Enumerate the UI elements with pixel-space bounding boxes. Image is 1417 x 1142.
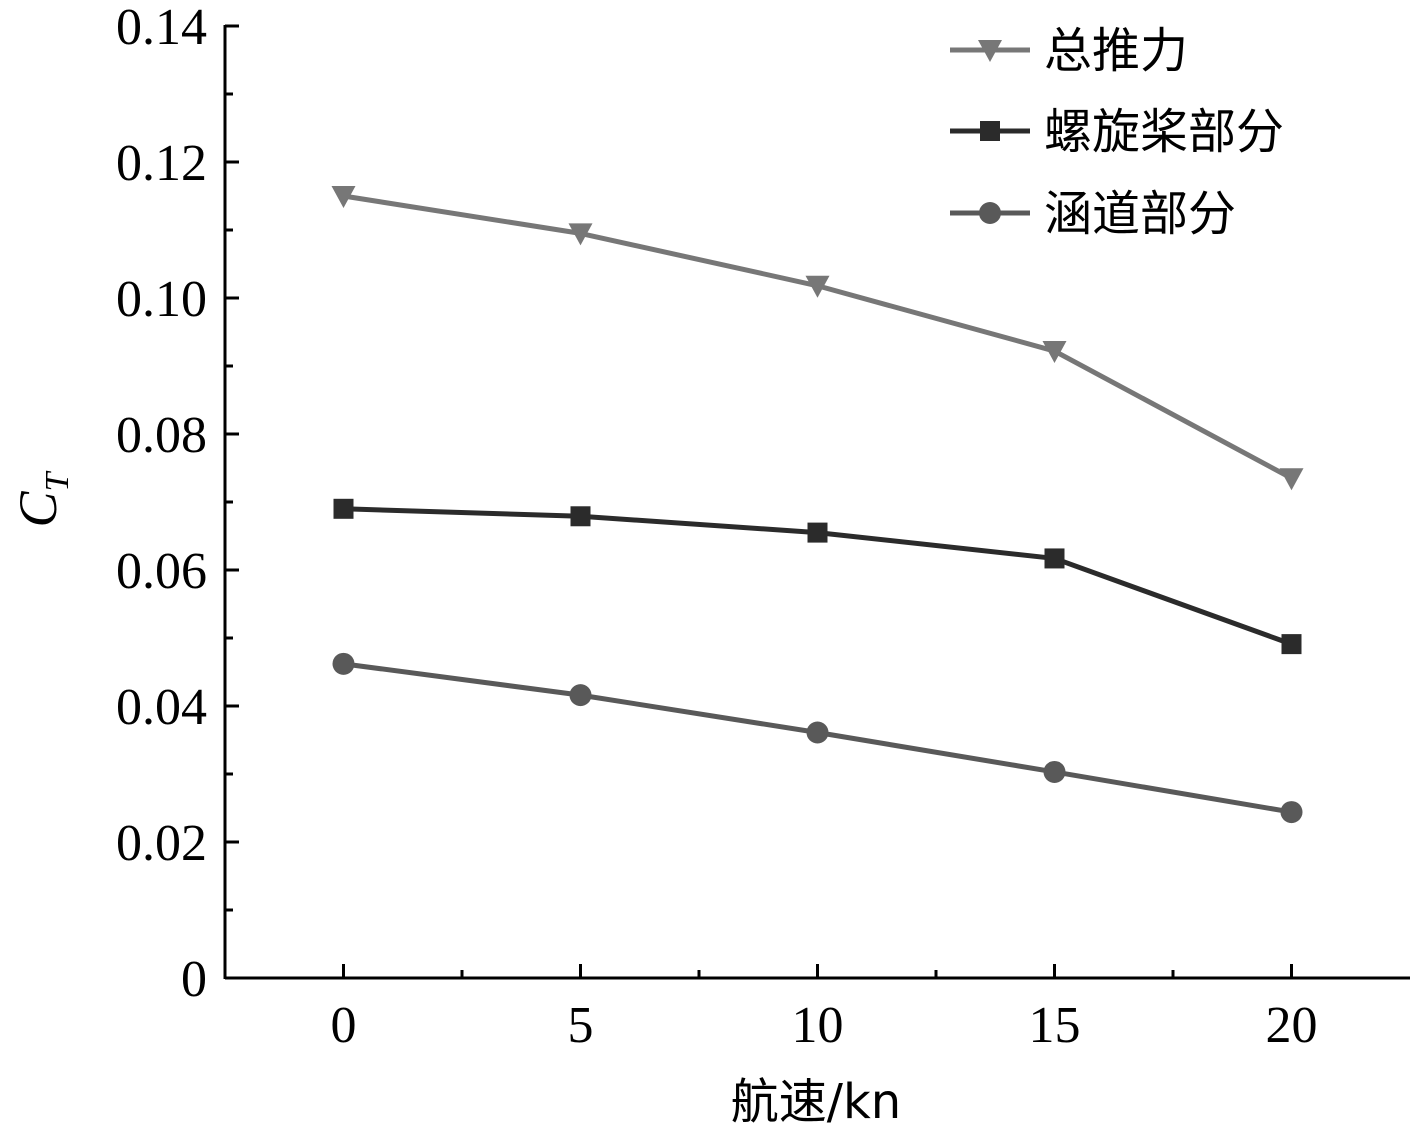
data-point bbox=[1279, 468, 1304, 491]
legend-marker bbox=[978, 40, 1002, 62]
y-tick-label: 0.02 bbox=[116, 815, 207, 872]
x-tick-label: 5 bbox=[568, 997, 594, 1054]
data-point bbox=[331, 186, 356, 208]
x-tick-label: 15 bbox=[1029, 997, 1081, 1054]
y-tick-label: 0 bbox=[181, 951, 207, 1008]
data-point bbox=[805, 275, 830, 298]
data-point bbox=[1044, 548, 1065, 569]
data-point bbox=[568, 223, 593, 246]
y-tick-label: 0.10 bbox=[116, 271, 207, 328]
y-tick-label: 0.12 bbox=[116, 135, 207, 192]
legend-label: 螺旋桨部分 bbox=[1044, 104, 1284, 160]
data-point bbox=[570, 506, 591, 527]
legend-item-3: 涵道部分 bbox=[950, 186, 1236, 242]
x-axis-title: 航速/kn bbox=[731, 1074, 901, 1130]
data-point bbox=[1042, 341, 1067, 364]
legend-label: 总推力 bbox=[1044, 23, 1188, 79]
y-tick-label: 0.08 bbox=[116, 407, 207, 464]
y-tick-label: 0.06 bbox=[116, 543, 207, 600]
data-point bbox=[1280, 801, 1303, 824]
y-axis-title-subscript: T bbox=[39, 470, 76, 491]
series-3 bbox=[332, 652, 1303, 824]
legend-item-2: 螺旋桨部分 bbox=[950, 104, 1284, 160]
x-tick-label: 20 bbox=[1266, 997, 1318, 1054]
legend-marker bbox=[980, 121, 1000, 141]
x-tick-label: 0 bbox=[331, 997, 357, 1054]
data-point bbox=[332, 652, 355, 675]
data-point bbox=[807, 522, 828, 543]
y-tick-label: 0.14 bbox=[116, 0, 207, 56]
series-2 bbox=[333, 498, 1302, 655]
y-tick-label: 0.04 bbox=[116, 679, 207, 736]
legend-item-1: 总推力 bbox=[950, 23, 1188, 79]
series-1 bbox=[331, 186, 1304, 491]
axes: 0 0.02 0.04 0.06 0.08 0.10 0.12 0.14 0 5 10 15 20 bbox=[116, 0, 1410, 1054]
legend-marker bbox=[979, 202, 1001, 224]
series-layer bbox=[331, 186, 1304, 824]
svg-text:CT: CT bbox=[8, 470, 76, 527]
y-axis-title: CT bbox=[8, 470, 76, 527]
data-point bbox=[1281, 634, 1302, 655]
legend-label: 涵道部分 bbox=[1044, 186, 1236, 242]
data-point bbox=[569, 684, 592, 707]
y-axis-title-main: C bbox=[8, 490, 68, 527]
data-point bbox=[1043, 760, 1066, 783]
data-point bbox=[806, 721, 829, 744]
x-tick-label: 10 bbox=[792, 997, 844, 1054]
data-point bbox=[333, 498, 354, 519]
